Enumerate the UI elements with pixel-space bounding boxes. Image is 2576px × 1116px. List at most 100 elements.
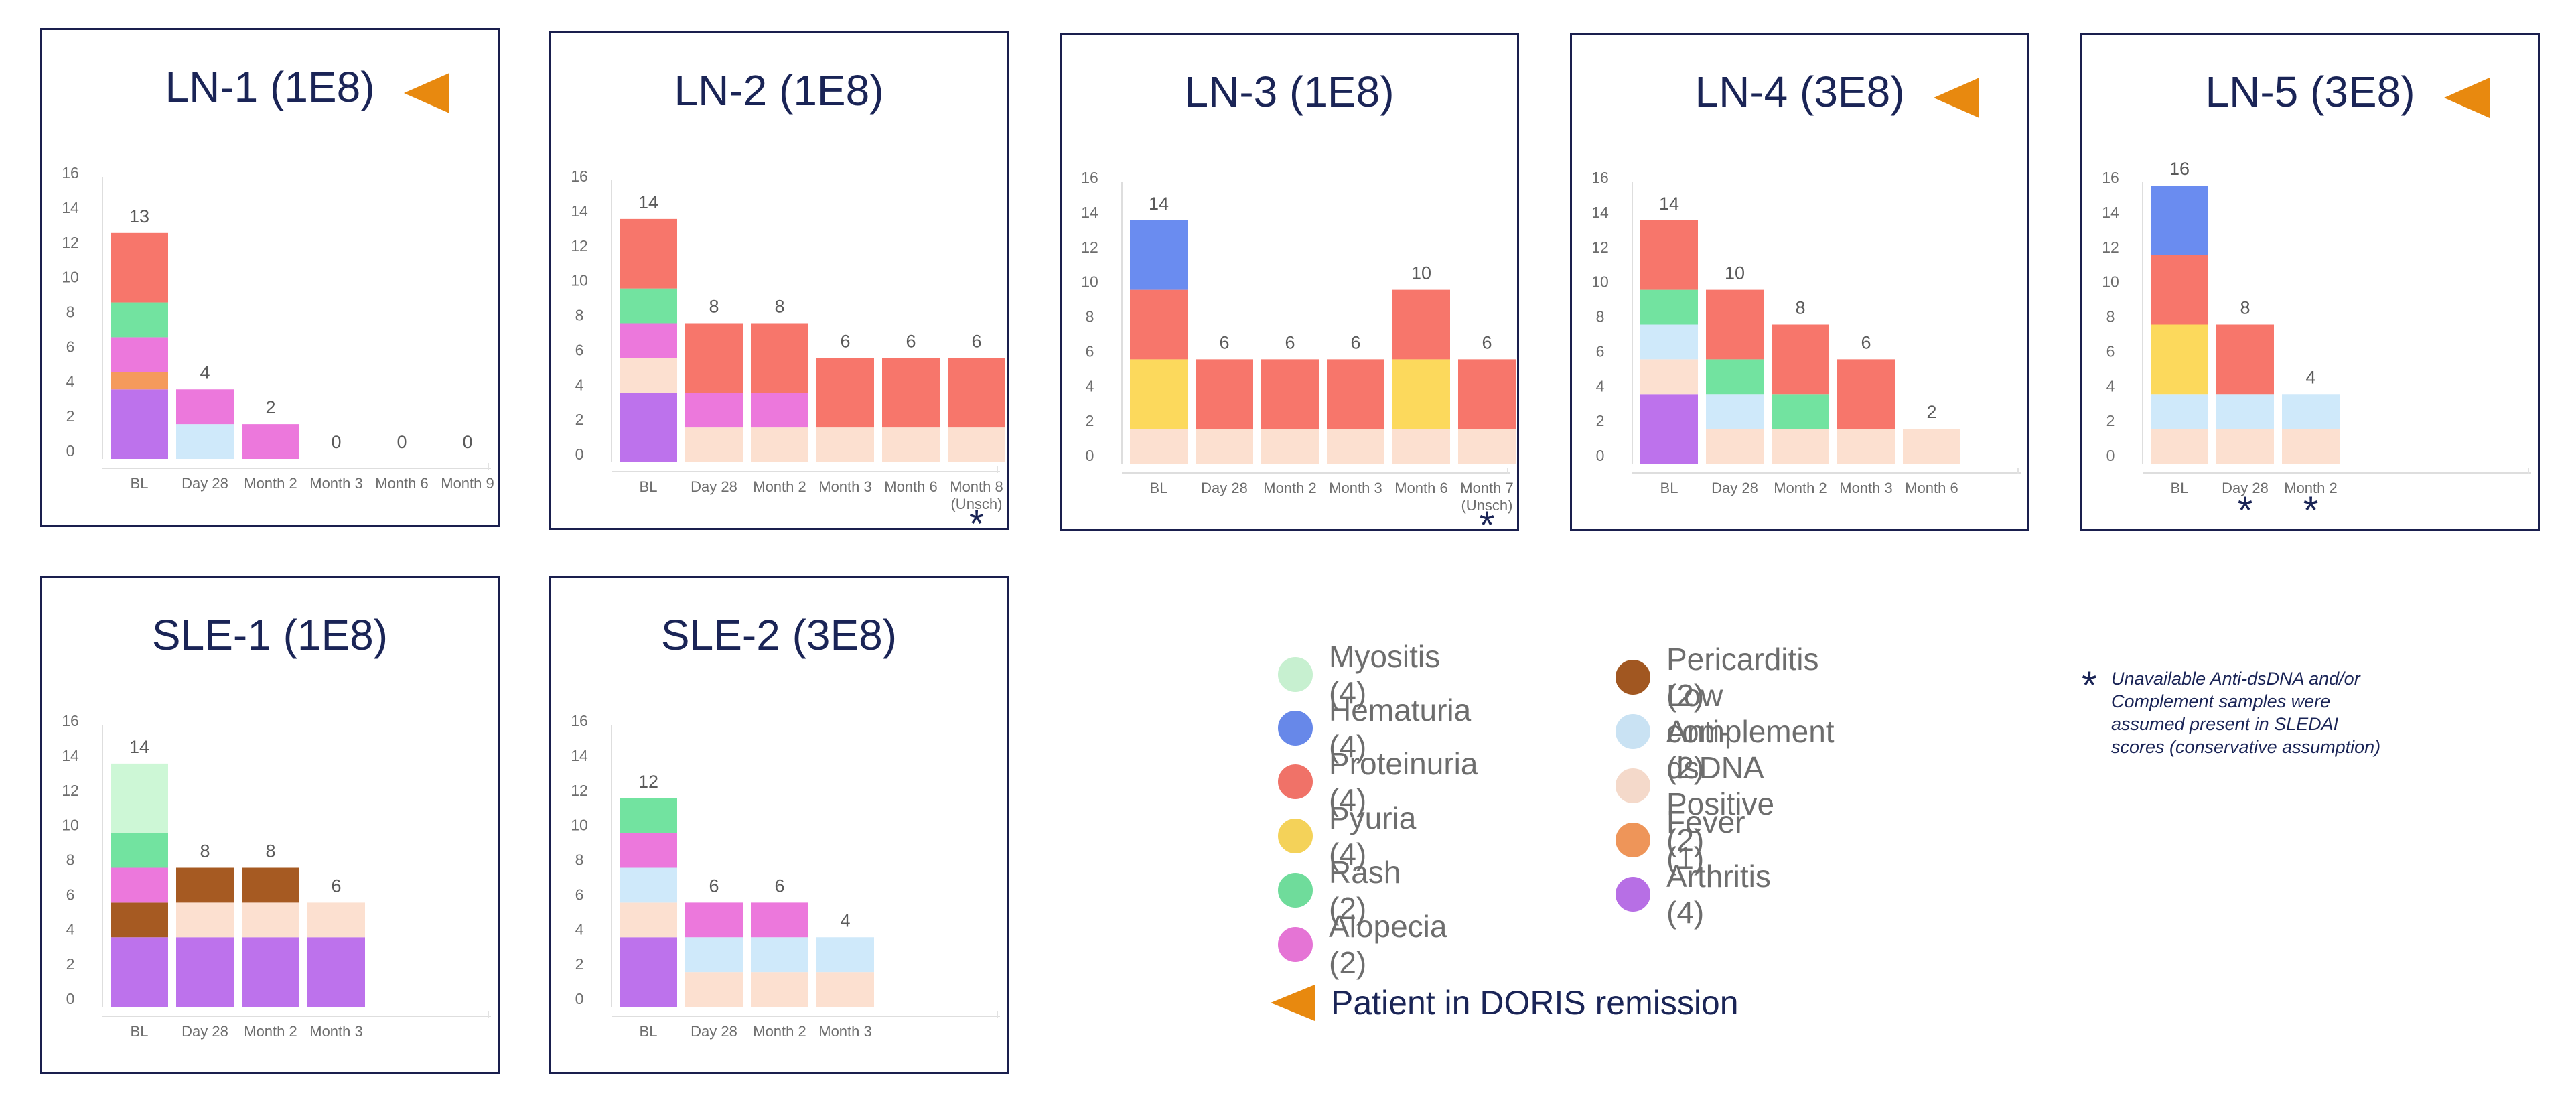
remission-triangle-icon [1271,985,1315,1021]
x-tick-label: Month 3 [818,1023,872,1040]
bar-segment-pyuria [2151,324,2208,395]
remission-triangle-icon [404,73,449,113]
x-tick-label: Month 3 [1329,480,1382,496]
pericarditis-swatch-icon [1616,660,1650,695]
bar-segment-anti-dsdna-positive [2151,429,2208,464]
x-tick-label: Month 6 [1905,480,1958,496]
legend-label: Fever (1) [1666,805,1745,876]
bar-segment-pericarditis [111,902,168,938]
x-tick-label: Day 28 [182,1023,228,1040]
x-tick-label: Month 2 [2284,480,2338,496]
alopecia-swatch-icon [1278,927,1313,962]
bar-segment-low-complement [2151,394,2208,429]
x-tick-label: Day 28 [1711,480,1758,496]
legend-label: Hematuria (4) [1329,693,1472,764]
legend-item-alopecia: Alopecia (2) [1278,909,1447,980]
bar-segment-proteinuria [1130,289,1188,360]
bar-segment-fever [111,372,168,390]
x-tick-label: Month 2 [244,475,297,492]
asterisk-marker: * [1480,504,1495,533]
bar-total-label: 6 [331,876,341,896]
chart-panel-ln-1: LN-1 (1E8) 0 2 4 6 8 10 12 14 16 13 BL 4 Day 28 2 Mont… [40,28,500,527]
chart-panel-sle-2: SLE-2 (3E8) 0 2 4 6 8 10 12 14 16 12 BL 6 Day 28 6 Mon… [549,576,1009,1074]
bar-total-label: 0 [331,432,341,452]
low-complement-swatch-icon [1616,714,1650,749]
y-tick-label: 4 [575,920,584,938]
chart-panel-ln-4: LN-4 (3E8) 0 2 4 6 8 10 12 14 16 14 BL 10 Day 28 8 Mon… [1570,33,2029,531]
y-tick-label: 8 [66,303,75,321]
bar-segment-low-complement [685,937,743,973]
bar-segment-pyuria [1130,359,1188,429]
x-tick-label: BL [2171,480,2189,496]
bar-segment-alopecia [242,424,299,459]
x-tick-label: (Unsch) [1461,497,1512,514]
bar-total-label: 8 [200,841,210,861]
bar-segment-alopecia [685,393,743,428]
bar-total-label: 6 [1861,332,1871,352]
bar-total-label: 4 [840,910,850,930]
bar-total-label: 4 [2305,367,2315,387]
bar-segment-anti-dsdna-positive [2216,429,2274,464]
proteinuria-swatch-icon [1278,764,1313,799]
fever-swatch-icon [1616,823,1650,857]
chart-title: SLE-2 (3E8) [660,611,898,659]
y-tick-label: 4 [66,920,75,938]
y-tick-label: 10 [571,817,588,834]
bar-segment-anti-dsdna-positive [1903,429,1960,464]
bar-segment-arthritis [620,937,677,1007]
bar-segment-anti-dsdna-positive [948,427,1005,462]
bar-segment-anti-dsdna-positive [176,902,234,938]
chart-title: LN-4 (3E8) [1695,68,1905,116]
x-tick-label: (Unsch) [950,496,1002,512]
bar-segment-anti-dsdna-positive [1130,429,1188,464]
bar-segment-proteinuria [1772,324,1829,395]
bar-segment-anti-dsdna-positive [620,358,677,393]
hematuria-swatch-icon [1278,711,1313,746]
y-tick-label: 8 [575,851,584,869]
x-tick-label: Month 3 [309,1023,363,1040]
legend-item-pericarditis: Pericarditis (2) [1616,642,1819,713]
chart-title: SLE-1 (1E8) [151,611,388,659]
bar-total-label: 6 [709,876,719,896]
bar-total-label: 14 [1659,194,1679,214]
bar-segment-anti-dsdna-positive [1706,429,1764,464]
y-tick-label: 2 [2106,412,2115,429]
x-tick-label: BL [1150,480,1168,496]
y-tick-label: 10 [62,817,79,834]
bar-segment-anti-dsdna-positive [242,902,299,938]
bar-segment-pericarditis [176,867,234,903]
y-tick-label: 6 [66,338,75,355]
chart-title: LN-1 (1E8) [165,63,375,111]
y-tick-label: 4 [1596,377,1605,395]
bar-segment-rash [111,833,168,868]
x-tick-label: Day 28 [691,1023,737,1040]
stacked-bar-chart: 0 2 4 6 8 10 12 14 16 14 BL 10 Day 28 8 Month 2 6 Month … [1591,78,2021,496]
rash-swatch-icon [1278,873,1313,908]
chart-panel-ln-3: LN-3 (1E8) 0 2 4 6 8 10 12 14 16 14 BL 6 Day 28 6 Mont… [1060,33,1519,533]
y-tick-label: 6 [575,341,584,358]
bar-segment-arthritis [1640,394,1698,464]
bar-segment-rash [620,798,677,833]
x-tick-label: BL [131,475,149,492]
legend-label: Myositis (4) [1329,639,1441,710]
y-tick-label: 14 [2102,204,2119,221]
y-tick-label: 4 [2106,377,2115,395]
bar-segment-rash [1640,289,1698,325]
bar-segment-low-complement [816,937,874,973]
bar-segment-proteinuria [685,323,743,393]
bar-segment-arthritis [242,937,299,1007]
y-tick-label: 10 [1591,273,1609,291]
bar-total-label: 10 [1411,263,1431,283]
bar-segment-alopecia [620,833,677,868]
y-tick-label: 8 [1086,308,1094,326]
bar-total-label: 6 [774,876,784,896]
x-tick-label: Month 6 [375,475,429,492]
y-tick-label: 0 [1086,447,1094,464]
legend-item-myositis: Myositis (4) [1278,639,1440,710]
legend-item-rash: Rash (2) [1278,855,1401,926]
bar-segment-anti-dsdna-positive [1772,429,1829,464]
stacked-bar-chart: 0 2 4 6 8 10 12 14 16 13 BL 4 Day 28 2 Month 2 0 Month 3… [62,73,494,492]
bar-segment-rash [1706,359,1764,395]
bar-segment-rash [111,302,168,338]
x-tick-label: Month 2 [244,1023,297,1040]
